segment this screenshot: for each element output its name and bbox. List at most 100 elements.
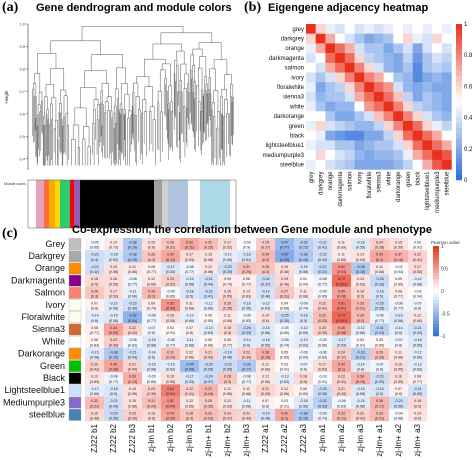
correlation-value: -0.08 <box>318 277 326 281</box>
adjacency-cell <box>364 62 375 73</box>
correlation-cell <box>370 408 390 422</box>
adjacency-cell <box>315 53 326 63</box>
p-value: (0.6) <box>262 319 269 323</box>
adjacency-cell <box>383 121 394 131</box>
correlation-value: -0.05 <box>166 289 174 293</box>
p-value: (0.55) <box>413 343 422 347</box>
correlation-value: 0.15 <box>129 399 136 403</box>
correlation-cell <box>123 384 143 397</box>
adjacency-cell <box>403 62 413 73</box>
legend-step <box>433 267 439 271</box>
p-value: (0.28) <box>375 356 384 360</box>
correlation-cell <box>332 384 352 397</box>
adjacency-cell <box>441 111 452 122</box>
p-value: (0.52) <box>109 258 118 262</box>
p-value: (0.8) <box>376 368 383 372</box>
correlation-cell <box>332 396 352 409</box>
correlation-cell <box>370 347 390 361</box>
p-value: (0.41) <box>318 246 327 250</box>
module-color-segment <box>162 180 169 228</box>
p-value: (0.91) <box>166 331 175 335</box>
correlation-value: -0.38 <box>299 411 307 415</box>
p-value: (0.94) <box>299 282 308 286</box>
adjacency-cell <box>422 130 433 141</box>
p-value: (0.5) <box>224 331 231 335</box>
correlation-value: 0.08 <box>148 265 155 269</box>
correlation-cell <box>237 360 257 373</box>
correlation-cell <box>408 372 428 385</box>
correlation-value: -0.15 <box>109 314 117 318</box>
correlation-cell <box>161 286 181 300</box>
correlation-cell <box>294 299 314 312</box>
legend-step <box>433 324 439 328</box>
column-label: zj-lm+ b2 <box>223 423 232 456</box>
correlation-value: 0.33 <box>91 399 98 403</box>
module-label: Darkorange <box>18 349 65 359</box>
correlation-value: -0.05 <box>147 375 155 379</box>
p-value: (0.73) <box>109 246 118 250</box>
correlation-cell <box>199 347 219 361</box>
correlation-value: 0.17 <box>319 362 326 366</box>
correlation-cell <box>161 274 181 287</box>
correlation-value: -0.09 <box>318 411 326 415</box>
p-value: (0.77) <box>242 282 251 286</box>
adjacency-cell <box>354 150 365 160</box>
correlation-value: 0.13 <box>357 277 364 281</box>
correlation-cell <box>389 396 409 409</box>
correlation-value: 0.22 <box>319 301 326 305</box>
correlation-value: -0.08 <box>375 314 383 318</box>
p-value: (0.77) <box>375 319 384 323</box>
correlation-cell <box>332 323 352 336</box>
adjacency-cell <box>412 43 423 54</box>
adjacency-cell <box>412 72 423 83</box>
adjacency-cell <box>422 111 433 122</box>
adjacency-cell <box>325 82 336 93</box>
correlation-cell <box>275 286 295 300</box>
correlation-value: -0.38 <box>128 253 136 257</box>
p-value: (0.01) <box>337 307 346 311</box>
correlation-value: -0.23 <box>394 399 402 403</box>
adjacency-cell <box>383 24 394 34</box>
adjacency-cell <box>393 43 404 54</box>
p-value: (0.83) <box>318 356 327 360</box>
p-value: (0.58) <box>356 392 365 396</box>
legend-step <box>433 279 439 283</box>
p-value: (0.5) <box>300 380 307 384</box>
p-value: (0.5) <box>186 295 193 299</box>
p-value: (0.09) <box>109 331 118 335</box>
p-value: (0.5) <box>148 417 155 421</box>
p-value: (0.77) <box>318 282 327 286</box>
adjacency-cell <box>422 72 433 83</box>
correlation-cell <box>161 238 181 251</box>
correlation-value: 0.18 <box>414 399 421 403</box>
correlation-cell <box>180 262 200 275</box>
p-value: (0.2) <box>148 295 155 299</box>
adjacency-cell <box>344 33 355 44</box>
p-value: (0.21) <box>356 307 365 311</box>
correlation-value: 0.28 <box>148 253 155 257</box>
correlation-value: -0.36 <box>242 362 250 366</box>
p-value: (0.41) <box>90 368 99 372</box>
correlation-value: 0.02 <box>300 277 307 281</box>
module-color-segment <box>32 180 37 228</box>
adjacency-cell <box>335 111 345 122</box>
p-value: (0.33) <box>242 331 251 335</box>
column-label: sienna3 <box>377 171 383 193</box>
correlation-value: 0.15 <box>148 240 155 244</box>
correlation-cell <box>104 396 124 409</box>
p-value: (0.08) <box>337 331 346 335</box>
correlation-value: -0.14 <box>90 314 98 318</box>
correlation-value: 0.22 <box>186 387 193 391</box>
correlation-value: 0.32 <box>319 314 326 318</box>
correlation-value: 0.11 <box>243 387 250 391</box>
p-value: (0.55) <box>166 319 175 323</box>
correlation-cell <box>142 384 162 397</box>
correlation-value: -0.13 <box>166 362 174 366</box>
correlation-value: -0.08 <box>109 375 117 379</box>
correlation-value: -0.15 <box>147 338 155 342</box>
p-value: (0.91) <box>280 404 289 408</box>
module-label: Lightsteelblue1 <box>4 385 65 395</box>
correlation-value: 0.03 <box>357 338 364 342</box>
correlation-cell <box>199 372 219 385</box>
correlation-value: 0.12 <box>414 314 421 318</box>
